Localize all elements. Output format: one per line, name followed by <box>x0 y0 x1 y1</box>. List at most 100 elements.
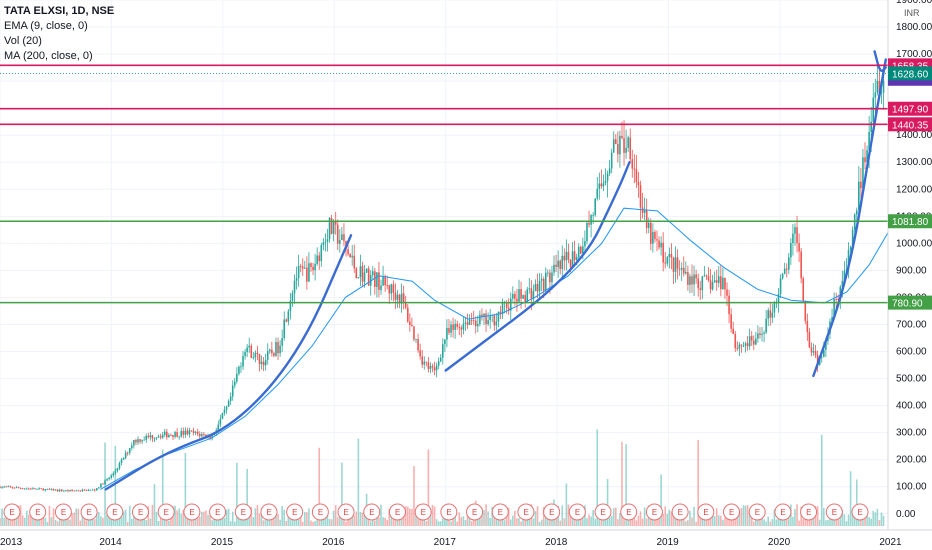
volume-bar <box>802 518 805 526</box>
candle-body <box>452 324 454 330</box>
volume-bar <box>765 521 767 526</box>
candle-body <box>757 333 759 339</box>
volume-bar <box>52 508 55 526</box>
candle-body <box>458 326 461 328</box>
volume-bar <box>411 508 413 526</box>
volume-bar <box>439 521 442 526</box>
candle-body <box>231 385 234 397</box>
time-tick-label: 2013 <box>0 537 23 548</box>
candle-body <box>687 272 689 285</box>
volume-bar <box>695 521 697 526</box>
time-tick-label: 2021 <box>879 537 902 548</box>
volume-bar <box>151 504 154 526</box>
volume-bar <box>792 516 794 526</box>
volume-bar <box>608 517 611 526</box>
volume-bar <box>707 514 710 526</box>
candle-body <box>295 278 298 281</box>
candle-body <box>487 320 489 325</box>
candle-body <box>396 294 399 300</box>
candle-body <box>143 439 145 441</box>
candle-body <box>271 349 273 354</box>
price-tick-label: 100.00 <box>896 482 927 493</box>
candle-body <box>159 436 162 438</box>
volume-bar <box>339 509 341 526</box>
earnings-marker-label: E <box>35 508 40 517</box>
candle-body <box>258 354 261 365</box>
currency-label[interactable]: INR <box>904 8 920 18</box>
volume-bar <box>446 518 448 526</box>
candle-body <box>433 367 436 371</box>
volume-bar <box>205 510 207 526</box>
volume-bar <box>0 518 1 526</box>
candle-body <box>118 463 121 469</box>
volume-bar <box>114 445 117 526</box>
candle-body <box>567 251 570 260</box>
volume-bar <box>602 520 605 526</box>
candle-body <box>19 487 22 489</box>
candle-body <box>542 278 545 291</box>
candle-body <box>594 198 597 216</box>
volume-bar <box>308 508 310 526</box>
volume-bar <box>75 508 78 526</box>
volume-bar <box>1 508 3 526</box>
candle-body <box>7 486 10 488</box>
volume-bar <box>660 474 662 526</box>
earnings-marker <box>106 503 124 521</box>
volume-bar <box>775 519 778 526</box>
candle-body <box>699 288 702 291</box>
candle-body <box>221 412 224 419</box>
candle-body <box>514 293 516 299</box>
volume-bar <box>450 521 452 526</box>
ema-indicator-label[interactable]: EMA (9, close, 0) <box>4 20 88 32</box>
volume-bar <box>512 515 514 526</box>
earnings-marker <box>594 503 612 521</box>
candle-body <box>693 274 695 285</box>
earnings-marker-label: E <box>241 508 246 517</box>
candle-body <box>563 255 566 261</box>
volume-bar <box>689 510 691 526</box>
candle-body <box>658 240 660 248</box>
trend-line <box>812 58 887 378</box>
volume-bar <box>532 518 535 526</box>
volume-bar <box>794 509 796 526</box>
candle-body <box>149 435 152 438</box>
earnings-marker <box>260 503 278 521</box>
candle-body <box>645 210 648 228</box>
candle-body <box>493 314 496 326</box>
candle-body <box>108 477 110 480</box>
volume-bar <box>306 512 308 526</box>
candle-body <box>386 285 388 286</box>
volume-indicator-label[interactable]: Vol (20) <box>4 35 42 47</box>
level-badge-label: 1497.90 <box>892 105 929 116</box>
candle-body <box>551 272 553 283</box>
volume-bar <box>433 506 436 526</box>
candle-body <box>794 227 796 234</box>
volume-bar <box>332 510 335 526</box>
candle-body <box>612 139 615 153</box>
volume-bar <box>324 514 327 526</box>
volume-bar <box>415 510 417 526</box>
candle-body <box>91 489 94 491</box>
volume-bar <box>3 517 5 526</box>
candle-body <box>820 356 823 358</box>
volume-bar <box>409 508 411 526</box>
price-tick-label: 0.00 <box>896 509 916 520</box>
symbol-label[interactable]: TATA ELXSI, 1D, NSE <box>4 5 115 17</box>
earnings-marker-label: E <box>369 508 374 517</box>
candle-body <box>11 487 14 488</box>
volume-bar <box>569 509 572 526</box>
volume-bar <box>242 516 244 526</box>
ma-indicator-label[interactable]: MA (200, close, 0) <box>4 50 93 62</box>
time-axis-labels[interactable]: 2013 2014 2015 2016 2017 2018 2019 2020 2021 <box>0 537 902 548</box>
price-tick-label: 1300.00 <box>896 157 932 168</box>
volume-bar <box>619 513 621 526</box>
candle-body <box>196 431 199 434</box>
earnings-marker-label: E <box>858 508 863 517</box>
candle-body <box>155 437 158 439</box>
candle-body <box>409 321 411 326</box>
candle-body <box>406 307 409 322</box>
candle-body <box>85 489 88 491</box>
candle-body <box>862 157 864 189</box>
candle-body <box>516 298 518 302</box>
